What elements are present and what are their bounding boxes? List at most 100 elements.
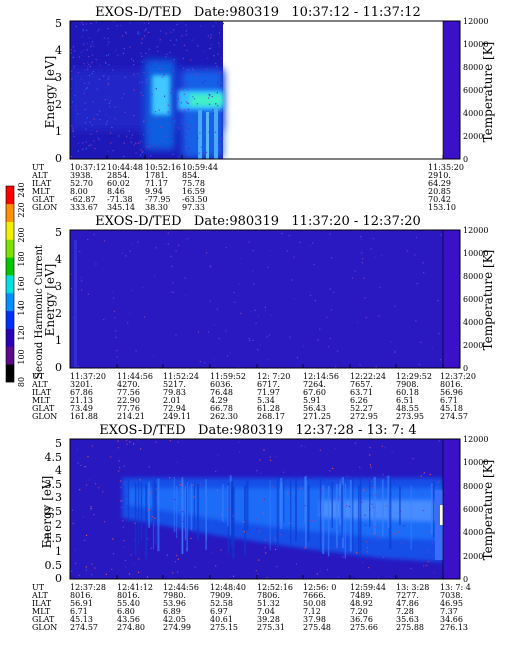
stripe bbox=[432, 481, 435, 538]
panel-3-x-ticks bbox=[69, 575, 444, 579]
y-right-axis-label: Temperature [K] bbox=[481, 460, 495, 561]
noise-dot bbox=[163, 141, 165, 143]
noise-dot bbox=[369, 464, 371, 466]
ilat-value: 52.70 bbox=[70, 179, 93, 188]
noise-dot bbox=[184, 277, 186, 279]
glon-value: 214.21 bbox=[117, 412, 145, 421]
panel-3-noise bbox=[70, 439, 443, 579]
noise-dot bbox=[112, 553, 115, 555]
noise-dot bbox=[312, 242, 314, 244]
noise-dot bbox=[115, 336, 117, 338]
noise-dot bbox=[274, 548, 277, 550]
noise-dot bbox=[94, 483, 97, 485]
noise-dot bbox=[420, 475, 422, 477]
y-right-tick-label: 4000 bbox=[463, 318, 483, 327]
noise-dot bbox=[114, 317, 116, 319]
noise-dot bbox=[233, 575, 235, 577]
noise-dot bbox=[167, 232, 169, 234]
y-right-tick-label: 0 bbox=[463, 575, 468, 584]
y-right-tick-label: 12000 bbox=[463, 226, 488, 235]
row-label-alt: ALT bbox=[31, 171, 48, 180]
noise-dot bbox=[238, 441, 240, 443]
noise-dot bbox=[96, 130, 98, 132]
noise-dot bbox=[316, 573, 318, 575]
noise-dot bbox=[329, 233, 331, 235]
noise-dot bbox=[440, 359, 442, 361]
noise-dot bbox=[205, 68, 208, 70]
noise-dot bbox=[103, 240, 105, 242]
noise-dot bbox=[172, 291, 174, 294]
noise-dot bbox=[208, 116, 210, 118]
stripe bbox=[148, 482, 150, 528]
noise-dot bbox=[78, 142, 80, 144]
noise-dot bbox=[188, 128, 190, 130]
y-axis-label: Energy [eV] bbox=[43, 56, 57, 129]
noise-dot bbox=[88, 37, 91, 39]
noise-dot bbox=[90, 133, 92, 135]
noise-dot bbox=[81, 280, 83, 282]
noise-dot bbox=[170, 255, 172, 258]
row-label-glon: GLON bbox=[32, 412, 57, 421]
row-label-glon: GLON bbox=[32, 203, 57, 212]
y-tick-label: 0 bbox=[55, 361, 62, 374]
noise-dot bbox=[91, 54, 94, 56]
noise-dot bbox=[140, 92, 142, 94]
stripe bbox=[283, 476, 285, 524]
noise-dot bbox=[423, 472, 425, 475]
stripe bbox=[230, 481, 233, 540]
panel-3-feature bbox=[435, 490, 443, 560]
noise-dot bbox=[269, 459, 272, 461]
noise-dot bbox=[427, 561, 430, 563]
noise-dot bbox=[175, 529, 177, 531]
noise-dot bbox=[155, 88, 157, 90]
noise-dot bbox=[218, 32, 220, 34]
noise-dot bbox=[177, 441, 179, 443]
panel-3-title: EXOS-D/TED Date:980319 12:37:28 - 13: 7:… bbox=[99, 423, 416, 438]
noise-dot bbox=[149, 71, 151, 73]
noise-dot bbox=[141, 55, 143, 57]
ut-value: 12:56: 0 bbox=[303, 583, 336, 592]
noise-dot bbox=[382, 474, 384, 476]
noise-dot bbox=[153, 143, 156, 145]
noise-dot bbox=[74, 50, 76, 52]
noise-dot bbox=[338, 498, 340, 501]
noise-dot bbox=[243, 521, 245, 523]
noise-dot bbox=[75, 25, 77, 28]
noise-dot bbox=[217, 53, 219, 55]
stripe bbox=[327, 485, 330, 557]
noise-dot bbox=[107, 28, 109, 30]
panel-2-x-ticks bbox=[69, 364, 444, 368]
noise-dot bbox=[221, 86, 223, 89]
panel-3-temperature-strip bbox=[443, 439, 460, 579]
noise-dot bbox=[212, 122, 214, 124]
ilat-value: 77.56 bbox=[117, 388, 140, 397]
noise-dot bbox=[215, 62, 217, 65]
mlt-value: 6.71 bbox=[440, 396, 458, 405]
noise-dot bbox=[167, 111, 169, 113]
noise-dot bbox=[107, 78, 109, 80]
mlt-value: 7.04 bbox=[257, 607, 275, 616]
noise-dot bbox=[139, 81, 141, 83]
panel-1-noise bbox=[70, 21, 224, 159]
ut-value: 12:14:56 bbox=[303, 372, 339, 381]
noise-dot bbox=[426, 564, 428, 567]
noise-dot bbox=[159, 39, 161, 41]
stripe bbox=[280, 482, 283, 523]
colorbar-tick-label: 100 bbox=[17, 349, 26, 364]
row-label-ilat: ILAT bbox=[32, 599, 52, 608]
noise-dot bbox=[261, 499, 264, 501]
noise-dot bbox=[374, 526, 376, 528]
noise-dot bbox=[90, 43, 93, 45]
noise-dot bbox=[172, 70, 174, 72]
noise-dot bbox=[362, 258, 364, 260]
noise-dot bbox=[342, 556, 344, 558]
noise-dot bbox=[90, 509, 92, 511]
noise-dot bbox=[86, 87, 88, 89]
noise-dot bbox=[188, 154, 190, 156]
noise-dot bbox=[82, 516, 84, 518]
colorbar-block bbox=[6, 203, 14, 222]
noise-dot bbox=[89, 74, 91, 77]
noise-dot bbox=[151, 93, 153, 96]
noise-dot bbox=[123, 546, 126, 548]
glat-value: 77.76 bbox=[117, 404, 140, 413]
